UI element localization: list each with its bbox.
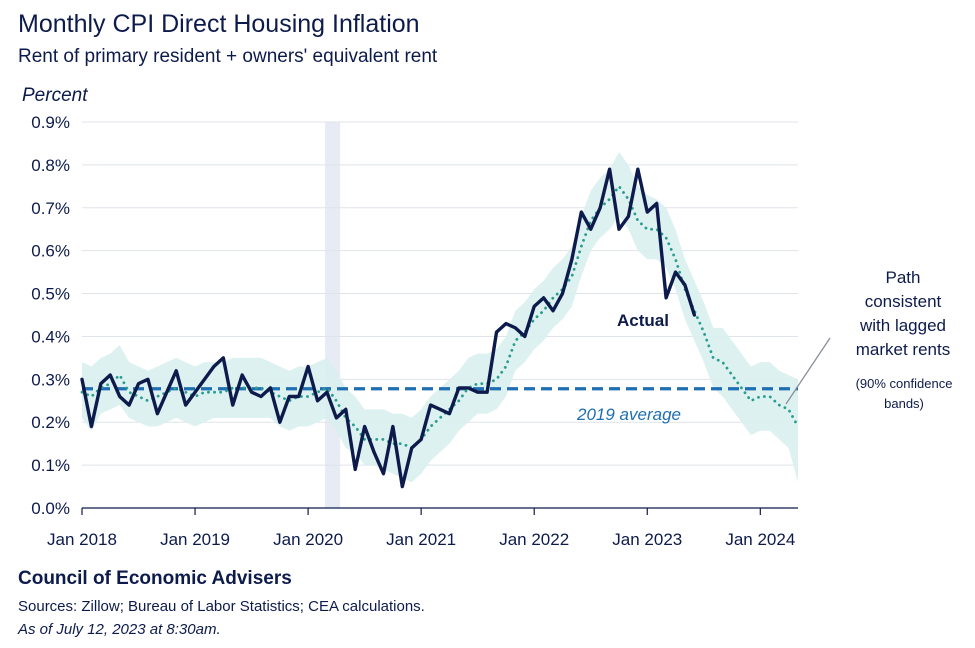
path-annotation-line: with lagged — [859, 316, 946, 335]
y-tick-label: 0.8% — [31, 156, 70, 175]
recession-shading-layer — [325, 122, 341, 508]
actual-series-line — [80, 167, 697, 489]
band-annotation-line: (90% confidence — [856, 376, 953, 391]
confidence-band — [82, 152, 798, 483]
footer-date: As of July 12, 2023 at 8:30am. — [18, 621, 221, 638]
y-tick-label: 0.7% — [31, 199, 70, 218]
path-annotation-line: market rents — [856, 340, 950, 359]
y-tick-labels: 0.0% 0.1% 0.2% 0.3% 0.4% 0.5% 0.6% 0.7% 0.8% 0.9% — [31, 113, 70, 518]
y-tick-label: 0.0% — [31, 499, 70, 518]
y-tick-label: 0.2% — [31, 413, 70, 432]
path-annotation-line: Path — [886, 268, 921, 287]
y-tick-label: 0.9% — [31, 113, 70, 132]
x-tick-label: Jan 2024 — [725, 530, 795, 549]
y-tick-label: 0.3% — [31, 370, 70, 389]
footer-sources: Sources: Zillow; Bureau of Labor Statist… — [18, 598, 425, 615]
x-tick-label: Jan 2018 — [47, 530, 117, 549]
path-annotation-leader — [785, 337, 831, 405]
recession-shading — [325, 122, 341, 508]
actual-series-layer — [80, 167, 697, 489]
actual-series-label: Actual — [617, 311, 669, 330]
x-tick-label: Jan 2023 — [612, 530, 682, 549]
axis-layer — [81, 507, 798, 515]
footer-organization: Council of Economic Advisers — [18, 568, 292, 589]
x-tick-labels: Jan 2018 Jan 2019 Jan 2020 Jan 2021 Jan 2022… — [47, 530, 795, 549]
path-annotation-line: consistent — [865, 292, 942, 311]
chart-subtitle: Rent of primary resident + owners' equiv… — [18, 46, 438, 67]
path-series-layer — [80, 183, 800, 450]
x-tick-label: Jan 2021 — [386, 530, 456, 549]
y-axis-label: Percent — [22, 85, 88, 106]
y-tick-label: 0.6% — [31, 242, 70, 261]
path-annotation: Path consistent with lagged market rents (90… — [785, 268, 953, 411]
average-line-label: 2019 average — [576, 405, 681, 424]
chart-title: Monthly CPI Direct Housing Inflation — [18, 10, 420, 38]
y-tick-label: 0.4% — [31, 327, 70, 346]
y-tick-label: 0.1% — [31, 456, 70, 475]
x-tick-label: Jan 2020 — [273, 530, 343, 549]
confidence-band-layer — [82, 152, 798, 483]
y-tick-label: 0.5% — [31, 285, 70, 304]
path-series-line — [80, 183, 800, 450]
x-tick-label: Jan 2022 — [499, 530, 569, 549]
gridlines — [82, 121, 798, 466]
x-tick-label: Jan 2019 — [160, 530, 230, 549]
band-annotation-line: bands) — [884, 396, 924, 411]
